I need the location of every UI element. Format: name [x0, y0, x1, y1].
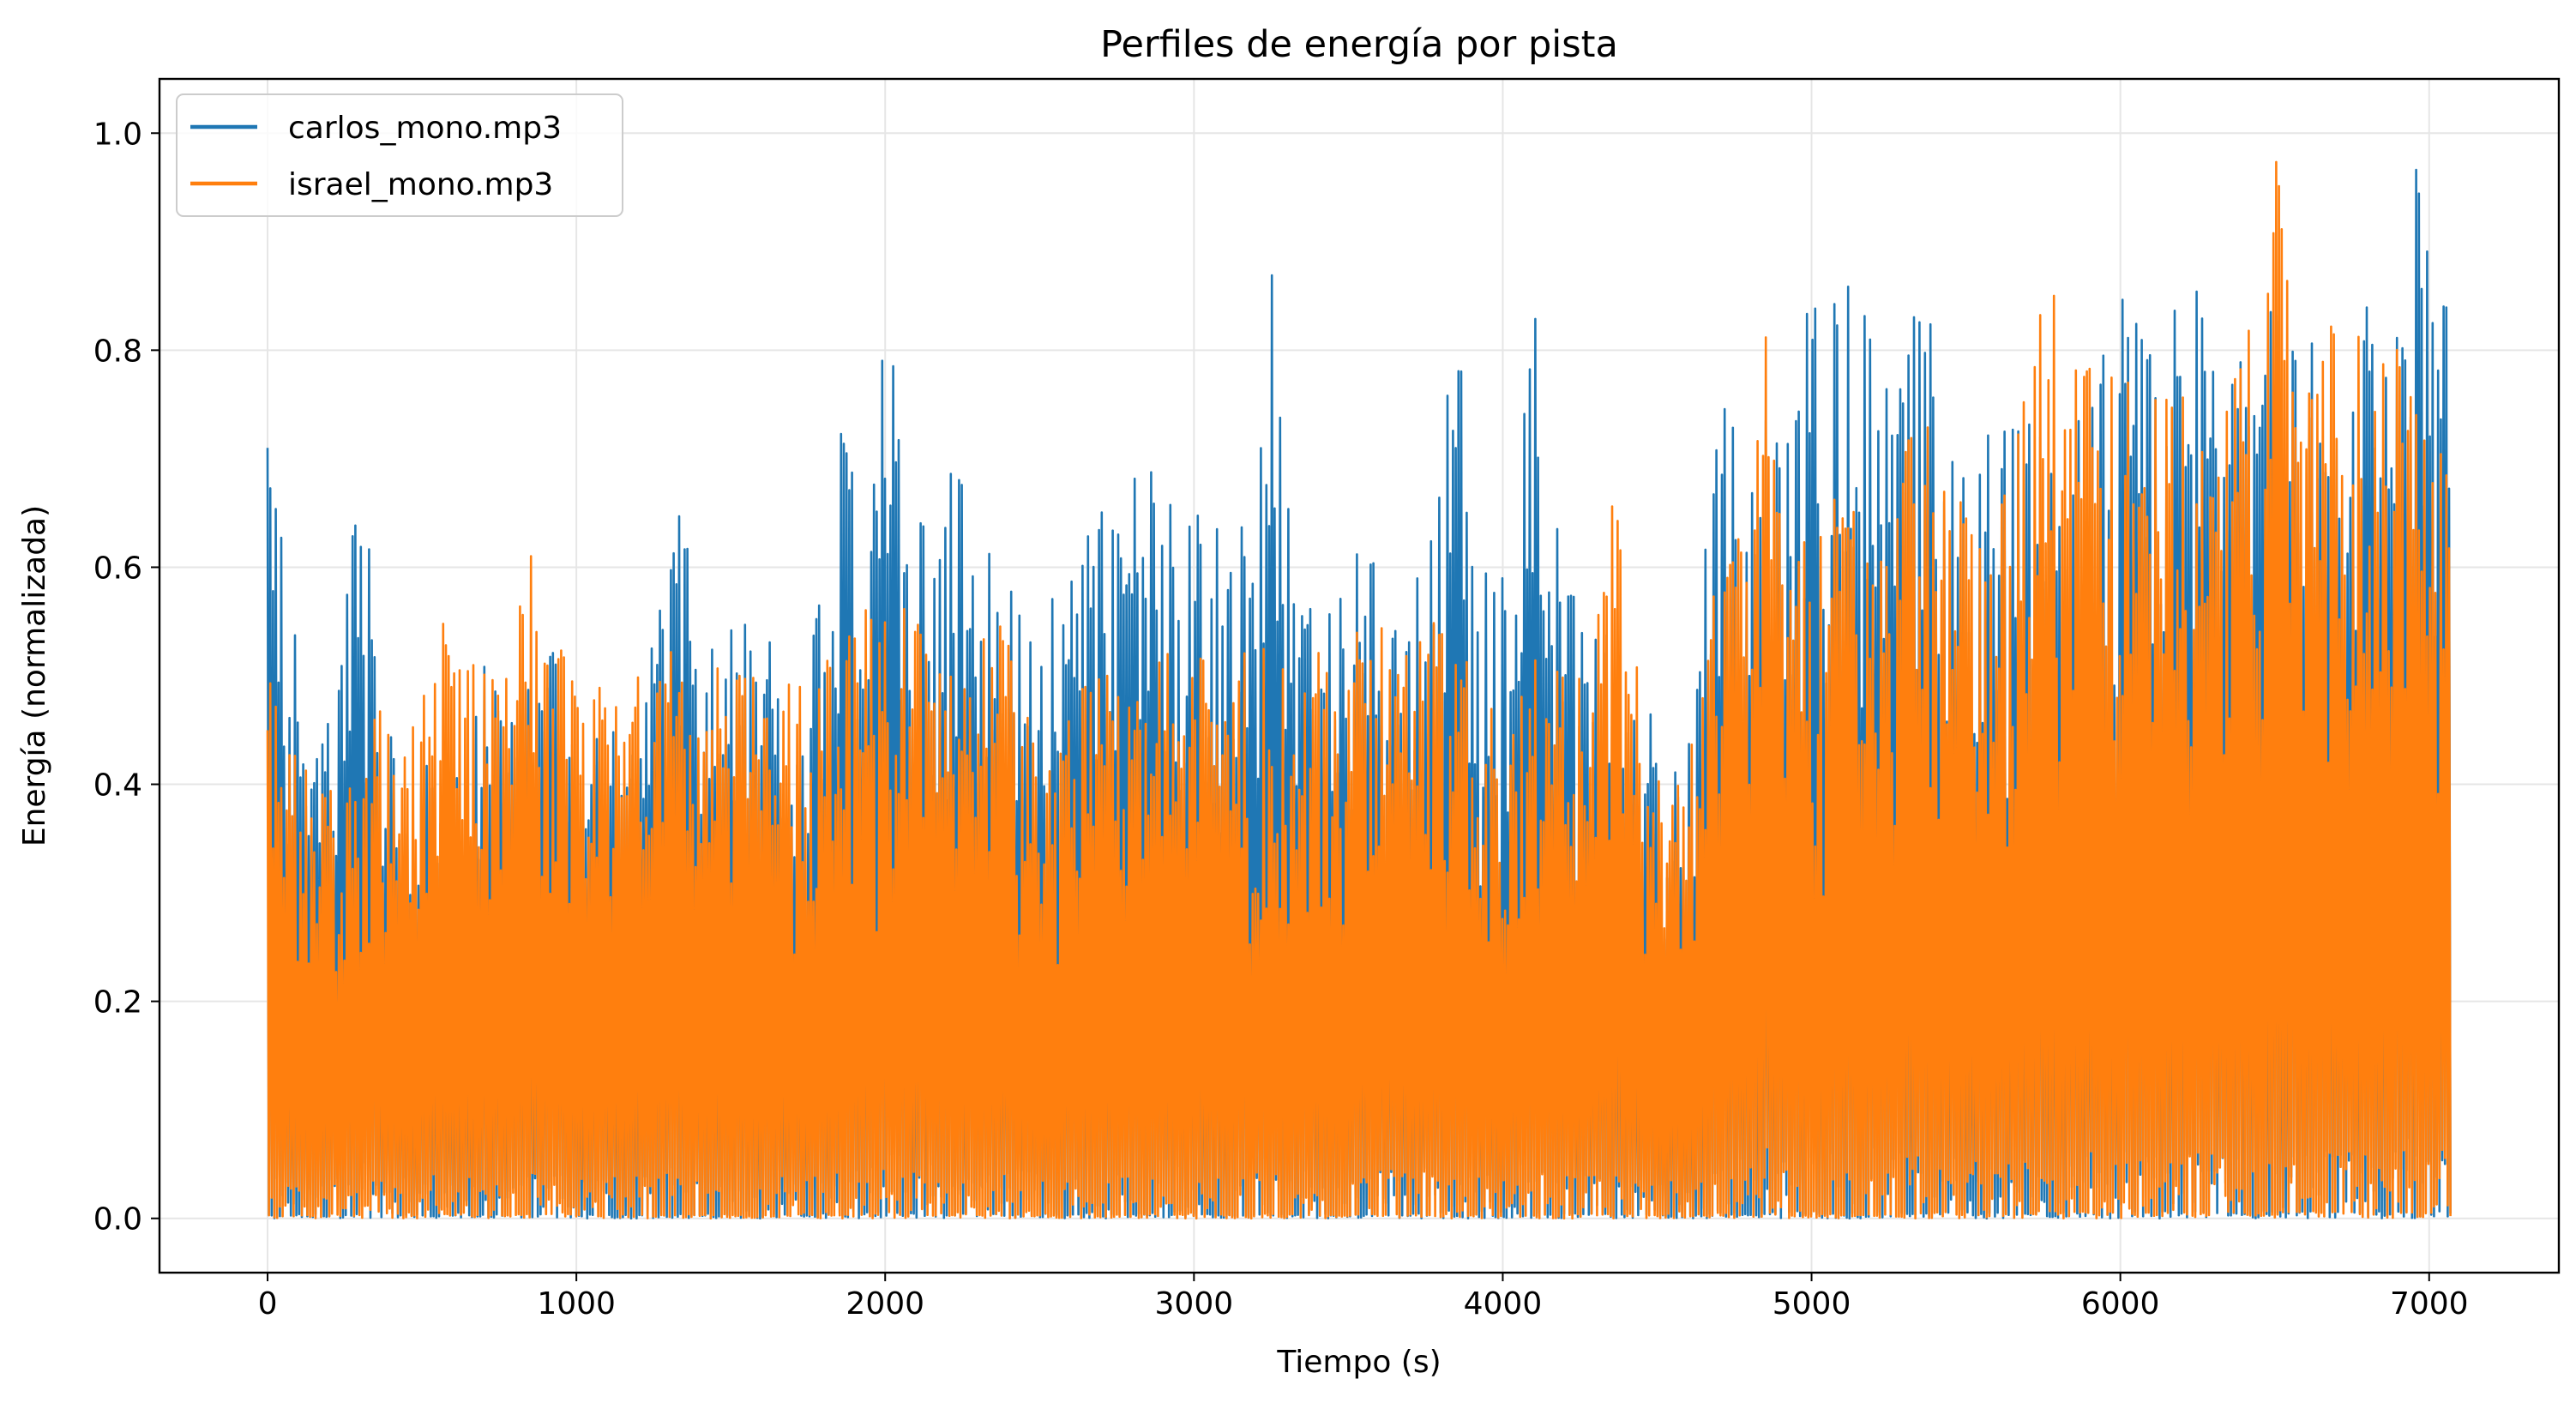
y-tick-label: 0.8: [93, 334, 142, 369]
series-line-israel: [266, 160, 2452, 1219]
x-axis-label: Tiempo (s): [1276, 1345, 1441, 1380]
x-tick-label: 1000: [537, 1286, 616, 1322]
y-tick-label: 0.0: [93, 1202, 142, 1237]
x-tick-label: 0: [258, 1286, 278, 1322]
legend-label-israel: israel_mono.mp3: [288, 167, 553, 202]
x-tick-label: 4000: [1464, 1286, 1543, 1322]
y-tick-label: 0.2: [93, 985, 142, 1021]
legend: carlos_mono.mp3 israel_mono.mp3: [176, 93, 623, 217]
series-layer: [266, 160, 2452, 1219]
x-tick-label: 6000: [2081, 1286, 2160, 1322]
y-axis-label: Energía (normalizada): [17, 505, 52, 846]
y-tick-label: 1.0: [93, 117, 142, 152]
legend-label-carlos: carlos_mono.mp3: [288, 111, 562, 146]
y-tick-label: 0.4: [93, 768, 142, 804]
x-tick-label: 5000: [1773, 1286, 1851, 1322]
plot-frame: [158, 77, 2561, 1274]
y-tick-label: 0.6: [93, 551, 142, 586]
x-tick-label: 2000: [846, 1286, 924, 1322]
x-tick-label: 7000: [2390, 1286, 2469, 1322]
axis-ticks: 0 1000 2000 3000 4000 5000 6000 7000 0.0 0.2 0.4 0.…: [93, 117, 2469, 1322]
chart-title: Perfiles de energía por pista: [1100, 23, 1618, 66]
legend-box: [176, 93, 623, 217]
x-tick-label: 3000: [1155, 1286, 1234, 1322]
